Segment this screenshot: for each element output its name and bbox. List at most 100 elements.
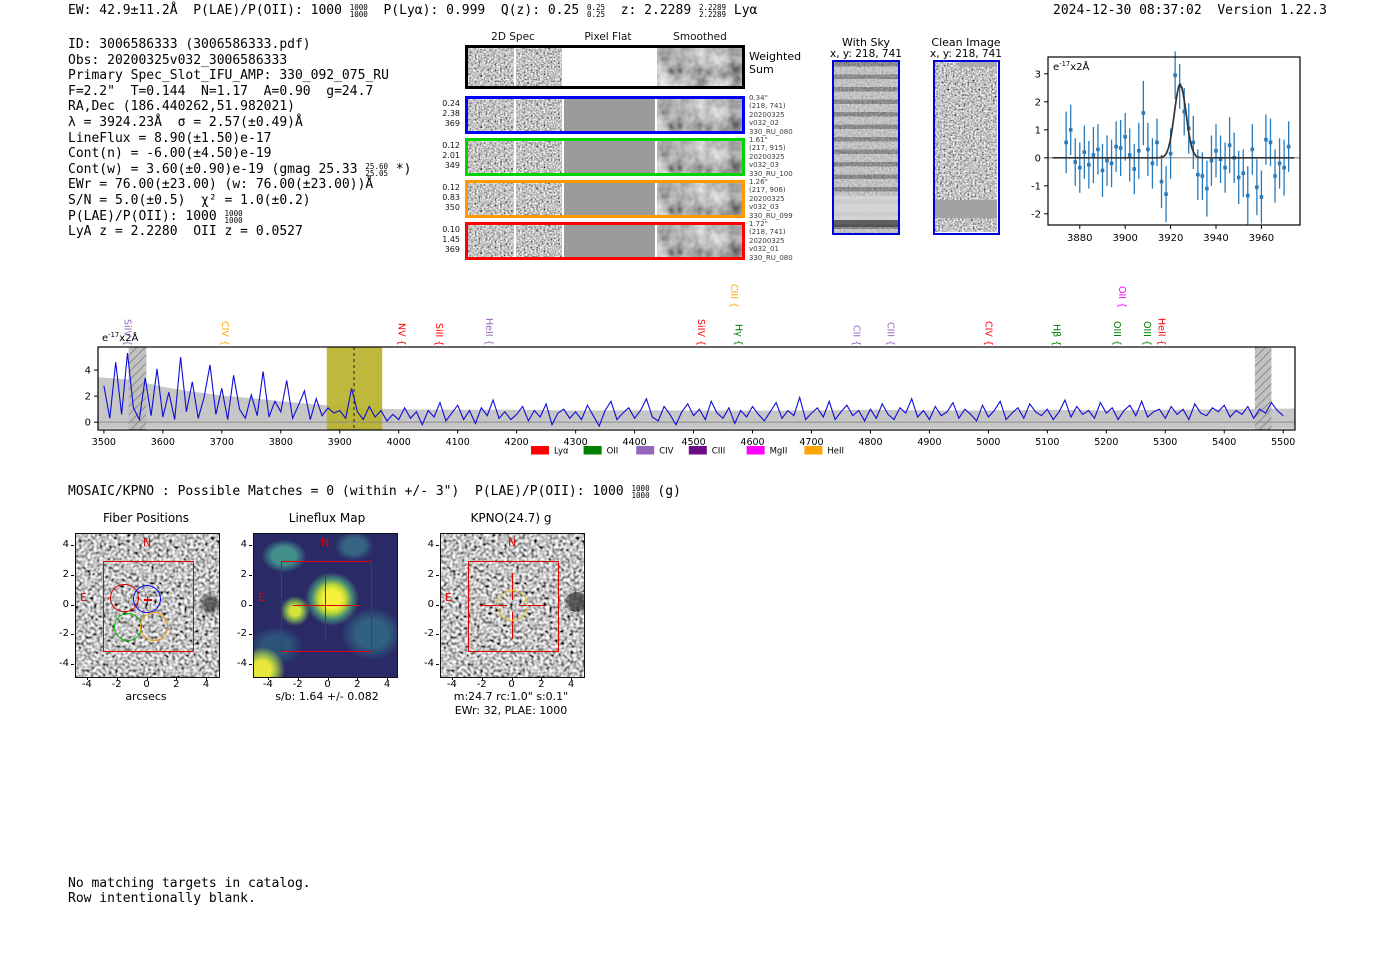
lineflux-map-panel: N E [253,533,398,678]
row-weight-labels-2: 0.12 0.83 350 [442,183,460,212]
catalog-ellipse [563,591,584,613]
svg-text:4900: 4900 [917,437,941,448]
fiber-positions-panel: N E [75,533,220,678]
line-label-SiIV-5: SiIV { [694,318,706,346]
kpno-crosshair-top [511,572,514,600]
weighted-sum-label: Weighted Sum [749,50,802,76]
svg-text:0: 0 [1035,153,1041,164]
xtick-p1--2: -2 [292,679,303,690]
ytick-p0--4: -4 [59,658,69,670]
ytick-p0--2: -2 [59,628,69,640]
ytick-p0-0: 0 [62,598,69,610]
xtickmark [541,677,543,680]
legend-item-CIII: CIII [712,447,725,457]
xtickmark [267,677,269,680]
svg-text:4700: 4700 [799,437,823,448]
line-label-SiIV-0: SiIV { [121,318,133,346]
lineflux-extent-box [281,561,372,652]
ytickmark [249,544,252,546]
with-sky-light-band [834,196,898,220]
line-label-Hβ-11: Hβ { [1050,323,1062,346]
xtickmark [327,677,329,680]
row-smoothed-image [657,141,742,173]
lineflux-east-label: E [258,591,265,604]
xtick-p2-0: 0 [508,679,515,690]
row-smoothed-image [657,183,742,215]
info-line-1: Obs: 20200325v032_3006586333 [68,52,288,68]
svg-text:3940: 3940 [1203,233,1228,244]
row-weight-labels-0: 0.24 2.38 369 [442,99,460,128]
info-line-4: RA,Dec (186.440262,51.982021) [68,99,295,115]
ytickmark [71,634,74,636]
fiber-cutout-row-0 [465,96,745,134]
fiber-cutout-row-3 [465,222,745,260]
ytickmark [436,574,439,576]
svg-text:4500: 4500 [681,437,705,448]
xtick-p0-4: 4 [202,679,210,690]
kpno-extent-box [468,561,559,652]
lineflux-xlabel: s/b: 1.64 +/- 0.082 [275,690,379,703]
fiber-center-line [514,141,516,173]
xtick-p1--4: -4 [262,679,273,690]
ytick-p2-2: 2 [427,568,434,580]
svg-text:4400: 4400 [622,437,646,448]
kpno-crosshair-left [479,604,507,607]
xtick-p0--2: -2 [111,679,122,690]
ytickmark [71,544,74,546]
faint-fiber-outline-6 [172,615,200,643]
xtick-p0--4: -4 [81,679,92,690]
svg-text:5300: 5300 [1153,437,1177,448]
svg-text:3880: 3880 [1067,233,1092,244]
svg-text:3800: 3800 [269,437,293,448]
stacked-fraction: 0.25 0.25 [586,3,606,19]
info-line-2: Primary Spec_Slot_IFU_AMP: 330_092_075_R… [68,68,389,84]
clean-image-title: Clean Image [931,36,1001,49]
svg-text:4100: 4100 [446,437,470,448]
row-fiber-info-1: 1.61" (217, 915) 20200325 v032_03 330_RU_100 [749,136,793,178]
svg-text:2: 2 [1035,97,1041,108]
svg-text:3600: 3600 [151,437,175,448]
svg-text:-1: -1 [1031,181,1041,192]
fiber-circle-3 [140,612,169,641]
fiber-center-line [514,48,516,86]
fiber-positions-extent-box [103,561,194,652]
info-line-12: LyA z = 2.2280 OII z = 0.0527 [68,224,303,240]
ytick-p2--4: -4 [424,658,434,670]
timestamp-version: 2024-12-30 08:37:02 Version 1.22.3 [1053,3,1327,18]
line-label-SiII-3: SiII { [433,322,444,346]
svg-text:3960: 3960 [1249,233,1274,244]
faint-fiber-outline-2 [82,570,110,598]
svg-text:3900: 3900 [328,437,352,448]
line-label-CII-8: CII { [850,324,862,346]
weighted-smoothed-image [657,48,742,86]
kpno-crosshair-bottom [511,611,514,639]
svg-text:4200: 4200 [505,437,529,448]
xtickmark [206,677,208,680]
kpno-xlabel: m:24.7 rc:1.0" s:0.1" [453,690,569,703]
info-line-9: EWr = 76.00(±23.00) (w: 76.00(±23.00))Å [68,177,374,193]
xtickmark [481,677,483,680]
info-line-11: P(LAE)/P(OII): 1000 1000 1000 [68,208,243,225]
kpno-xlabel2: EWr: 32, PLAE: 1000 [454,704,568,717]
kpno-cutout-panel: N E [440,533,585,678]
svg-text:3920: 3920 [1158,233,1183,244]
ytick-p2--2: -2 [424,628,434,640]
ytickmark [71,574,74,576]
ytickmark [436,604,439,606]
svg-text:5200: 5200 [1094,437,1118,448]
stacked-fraction: 25.60 25.05 [365,161,388,178]
svg-text:3900: 3900 [1112,233,1137,244]
weighted-sum-row [465,45,745,89]
ytick-p0-4: 4 [62,538,69,550]
fiber-positions-east-label: E [80,591,87,604]
row-pixel-flat-image [562,99,657,131]
weighted-pixel-flat-image [562,48,657,86]
xtick-p2--2: -2 [476,679,487,690]
ytickmark [249,574,252,576]
row-weight-labels-1: 0.12 2.01 349 [442,141,460,170]
with-sky-coords: x, y: 218, 741 [830,48,902,60]
with-sky-title: With Sky [842,36,890,49]
ytickmark [436,664,439,666]
info-line-3: F=2.2" T=0.144 N=1.17 A=0.90 g=24.7 [68,83,374,99]
